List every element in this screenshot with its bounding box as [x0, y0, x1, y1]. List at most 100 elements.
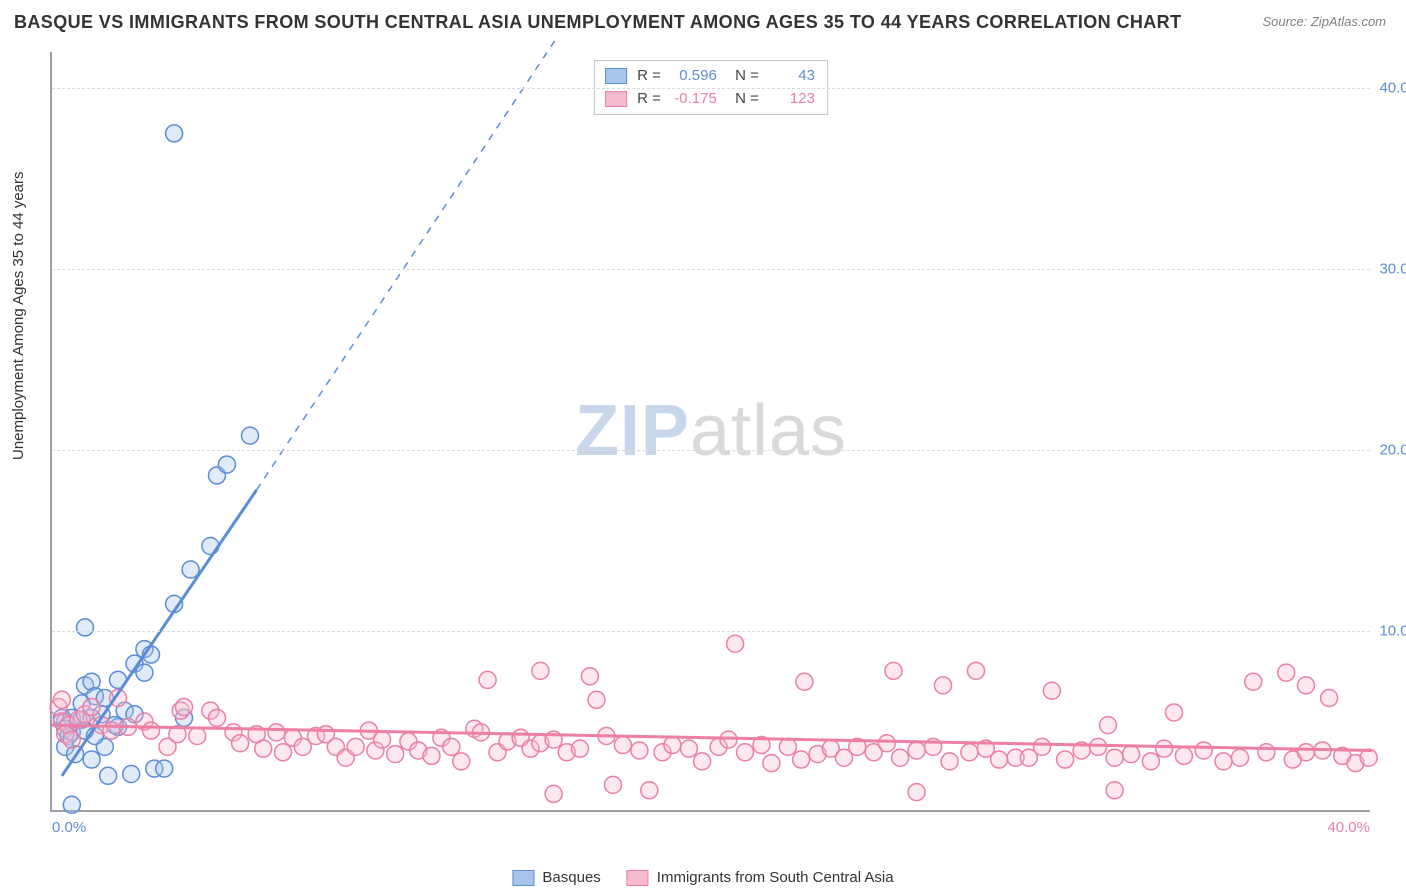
data-point — [202, 538, 219, 555]
data-point — [961, 744, 978, 761]
data-point — [878, 735, 895, 752]
data-point — [242, 427, 259, 444]
regression-extension — [257, 38, 557, 490]
data-point — [737, 744, 754, 761]
data-point — [268, 724, 285, 741]
data-point — [103, 722, 120, 739]
data-point — [1043, 682, 1060, 699]
data-point — [1034, 738, 1051, 755]
data-point — [374, 731, 391, 748]
data-point — [545, 785, 562, 802]
legend-swatch-basques — [512, 870, 534, 886]
data-point — [347, 738, 364, 755]
legend-item-immigrants: Immigrants from South Central Asia — [627, 869, 894, 886]
data-point — [968, 662, 985, 679]
data-point — [581, 668, 598, 685]
source-label: Source: ZipAtlas.com — [1262, 14, 1386, 29]
data-point — [1106, 749, 1123, 766]
gridline — [52, 269, 1370, 270]
data-point — [1057, 751, 1074, 768]
data-point — [209, 709, 226, 726]
data-point — [793, 751, 810, 768]
data-point — [1142, 753, 1159, 770]
data-point — [1175, 747, 1192, 764]
x-tick-left: 0.0% — [52, 819, 86, 836]
chart-title: BASQUE VS IMMIGRANTS FROM SOUTH CENTRAL … — [14, 12, 1181, 33]
data-point — [77, 619, 94, 636]
data-point — [796, 673, 813, 690]
legend-label-immigrants: Immigrants from South Central Asia — [657, 869, 894, 886]
data-point — [123, 766, 140, 783]
data-point — [908, 784, 925, 801]
data-point — [1166, 704, 1183, 721]
data-point — [83, 751, 100, 768]
plot-area: ZIPatlas R = 0.596 N = 43 R = -0.175 N =… — [50, 52, 1370, 812]
legend-swatch-immigrants — [627, 870, 649, 886]
data-point — [1278, 664, 1295, 681]
data-point — [232, 735, 249, 752]
data-point — [532, 662, 549, 679]
data-point — [694, 753, 711, 770]
data-point — [53, 691, 70, 708]
data-point — [1156, 740, 1173, 757]
y-tick: 10.0% — [1379, 623, 1406, 640]
data-point — [443, 738, 460, 755]
data-point — [1100, 717, 1117, 734]
scatter-svg — [52, 52, 1370, 810]
data-point — [63, 731, 80, 748]
data-point — [727, 635, 744, 652]
data-point — [1298, 677, 1315, 694]
data-point — [1258, 744, 1275, 761]
data-point — [100, 767, 117, 784]
data-point — [885, 662, 902, 679]
data-point — [218, 456, 235, 473]
gridline — [52, 631, 1370, 632]
data-point — [255, 740, 272, 757]
data-point — [63, 796, 80, 813]
data-point — [1321, 690, 1338, 707]
data-point — [641, 782, 658, 799]
data-point — [941, 753, 958, 770]
data-point — [423, 747, 440, 764]
data-point — [143, 722, 160, 739]
data-point — [1245, 673, 1262, 690]
y-tick: 40.0% — [1379, 80, 1406, 97]
data-point — [1298, 744, 1315, 761]
data-point — [453, 753, 470, 770]
data-point — [664, 737, 681, 754]
data-point — [479, 671, 496, 688]
data-point — [605, 776, 622, 793]
data-point — [176, 699, 193, 716]
gridline — [52, 450, 1370, 451]
data-point — [908, 742, 925, 759]
data-point — [572, 740, 589, 757]
legend-label-basques: Basques — [542, 869, 600, 886]
data-point — [779, 738, 796, 755]
data-point — [166, 125, 183, 142]
data-point — [763, 755, 780, 772]
data-point — [1232, 749, 1249, 766]
data-point — [614, 737, 631, 754]
y-tick: 20.0% — [1379, 442, 1406, 459]
data-point — [1090, 738, 1107, 755]
data-point — [631, 742, 648, 759]
gridline — [52, 88, 1370, 89]
data-point — [588, 691, 605, 708]
data-point — [892, 749, 909, 766]
data-point — [387, 746, 404, 763]
data-point — [991, 751, 1008, 768]
data-point — [1215, 753, 1232, 770]
data-point — [83, 699, 100, 716]
data-point — [275, 744, 292, 761]
bottom-legend: Basques Immigrants from South Central As… — [512, 869, 893, 886]
x-tick-right: 40.0% — [1327, 819, 1370, 836]
data-point — [935, 677, 952, 694]
data-point — [680, 740, 697, 757]
data-point — [1195, 742, 1212, 759]
data-point — [189, 728, 206, 745]
y-tick: 30.0% — [1379, 261, 1406, 278]
data-point — [1123, 746, 1140, 763]
data-point — [1106, 782, 1123, 799]
data-point — [156, 760, 173, 777]
data-point — [136, 664, 153, 681]
